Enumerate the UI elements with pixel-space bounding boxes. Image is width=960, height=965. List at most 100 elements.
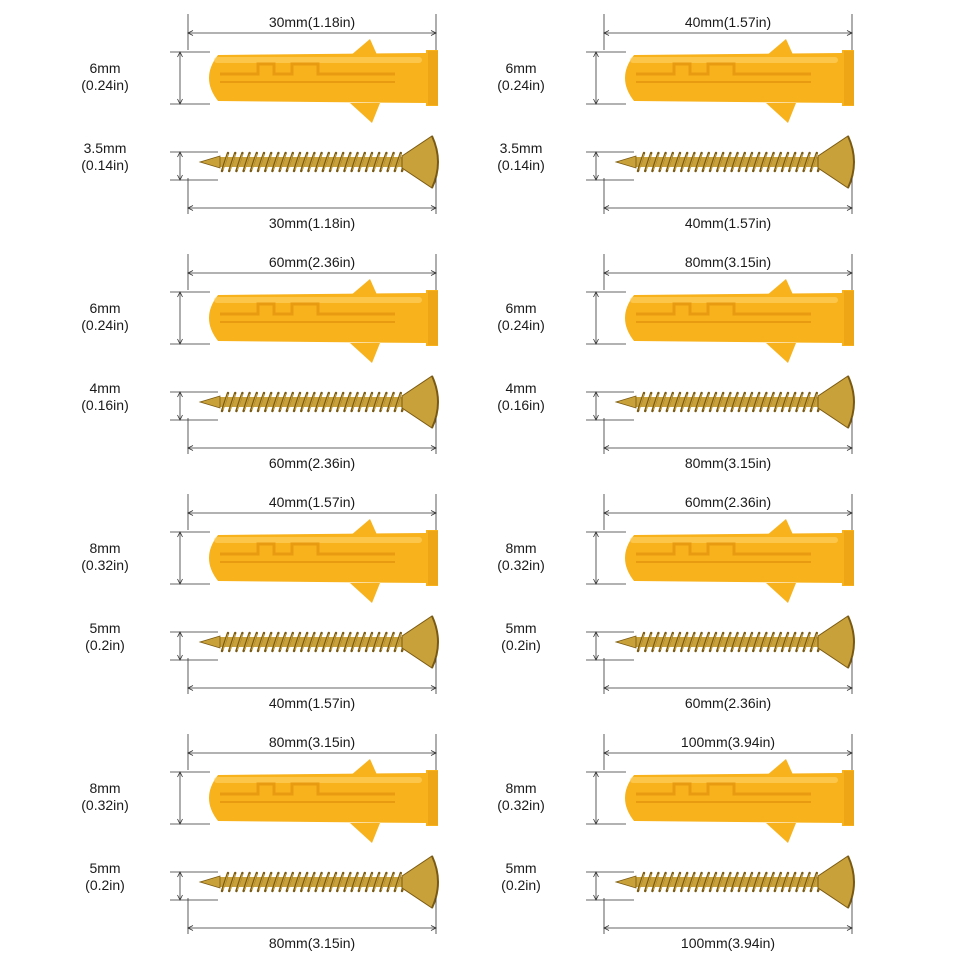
screw-thread (667, 633, 674, 651)
dim-arrow (187, 750, 194, 756)
screw-thread (710, 153, 717, 171)
screw-thread (746, 153, 753, 171)
screw-thread (775, 153, 782, 171)
anchor-fin-bottom (766, 823, 796, 843)
screw-thread (717, 633, 724, 651)
anchor-fin-top (350, 279, 378, 297)
anchor-diameter-label: 6mm (0.24in) (486, 300, 556, 334)
screw-thread (739, 633, 746, 651)
screw-thread (330, 393, 337, 411)
dim-arrow (846, 750, 853, 756)
screw-head-rim (847, 855, 855, 909)
screw-thread (388, 153, 395, 171)
screw-head-rim (431, 135, 439, 189)
screw-thread (768, 873, 775, 891)
screw-thread (717, 873, 724, 891)
label-line: 60mm(2.36in) (684, 695, 772, 711)
screw-thread (796, 153, 803, 171)
anchor-fin-bottom (350, 583, 380, 603)
screw-thread (768, 153, 775, 171)
screw-tip (198, 395, 221, 409)
dim-arrow (430, 750, 437, 756)
screw-thread (652, 393, 659, 411)
screw-thread (688, 153, 695, 171)
screw-thread (724, 873, 731, 891)
screw-thread (287, 153, 294, 171)
screw-thread (287, 633, 294, 651)
screw-thread (366, 633, 373, 651)
anchor-length-label: 60mm(2.36in) (269, 254, 355, 271)
dim-arrow (593, 531, 599, 538)
screw-tip (198, 155, 221, 169)
screw-thread (739, 153, 746, 171)
screw-thread (768, 393, 775, 411)
anchor-slot (636, 542, 811, 556)
label-line: 5mm (89, 620, 121, 636)
screw-thread (811, 633, 818, 651)
screw-diameter-label: 3.5mm (0.14in) (486, 140, 556, 174)
dim-arrow (846, 925, 853, 931)
screw-thread (674, 393, 681, 411)
screw-thread (272, 393, 279, 411)
label-line: 80mm(3.15in) (684, 254, 772, 270)
screw-thread (366, 393, 373, 411)
screw-diameter-label: 5mm (0.2in) (486, 860, 556, 894)
dim-arrow (593, 151, 599, 158)
screw-thread (775, 393, 782, 411)
screw-thread (294, 153, 301, 171)
screw-thread (344, 633, 351, 651)
screw-thread (804, 393, 811, 411)
screw-thread (265, 873, 272, 891)
label-line: 6mm (89, 300, 121, 316)
anchor-fin-top (350, 39, 378, 57)
anchor-slot (636, 62, 811, 76)
screw-thread (244, 633, 251, 651)
screw-thread (395, 633, 402, 651)
screw-thread (251, 393, 258, 411)
screw-thread (265, 393, 272, 411)
item-group (586, 254, 855, 454)
screw-thread (703, 153, 710, 171)
anchor-highlight (214, 297, 422, 303)
screw-thread (717, 153, 724, 171)
screw-thread (660, 153, 667, 171)
screw-diameter-label: 5mm (0.2in) (70, 860, 140, 894)
screw-head (817, 855, 855, 909)
anchor-collar (844, 771, 854, 825)
anchor-collar (844, 291, 854, 345)
dim-arrow (846, 510, 853, 516)
label-line: 40mm(1.57in) (684, 215, 772, 231)
dim-arrow (177, 391, 183, 398)
screw-thread (804, 633, 811, 651)
screw-head (401, 375, 439, 429)
item-group (170, 254, 439, 454)
screw-thread (789, 873, 796, 891)
screw-thread (660, 633, 667, 651)
screw-thread (373, 873, 380, 891)
screw-thread (652, 633, 659, 651)
screw-length-label: 100mm(3.94in) (681, 935, 775, 952)
screw-thread (674, 873, 681, 891)
dim-arrow (603, 510, 610, 516)
anchor-fin-bottom (350, 343, 380, 363)
screw-thread (753, 633, 760, 651)
label-line: (0.2in) (501, 637, 541, 653)
screw-thread (236, 633, 243, 651)
screw-thread (366, 153, 373, 171)
screw-thread (337, 393, 344, 411)
dim-arrow (187, 445, 194, 451)
dim-arrow (603, 270, 610, 276)
dim-arrow (177, 771, 183, 778)
screw-thread (732, 393, 739, 411)
anchor-collar (428, 291, 438, 345)
screw-thread (229, 153, 236, 171)
screw-thread (696, 393, 703, 411)
screw-thread (688, 393, 695, 411)
screw-thread (638, 873, 645, 891)
label-line: 6mm (505, 300, 537, 316)
screw-thread (688, 633, 695, 651)
screw-thread (344, 873, 351, 891)
screw-thread (674, 153, 681, 171)
screw-length-label: 60mm(2.36in) (269, 455, 355, 472)
dim-arrow (593, 654, 599, 661)
